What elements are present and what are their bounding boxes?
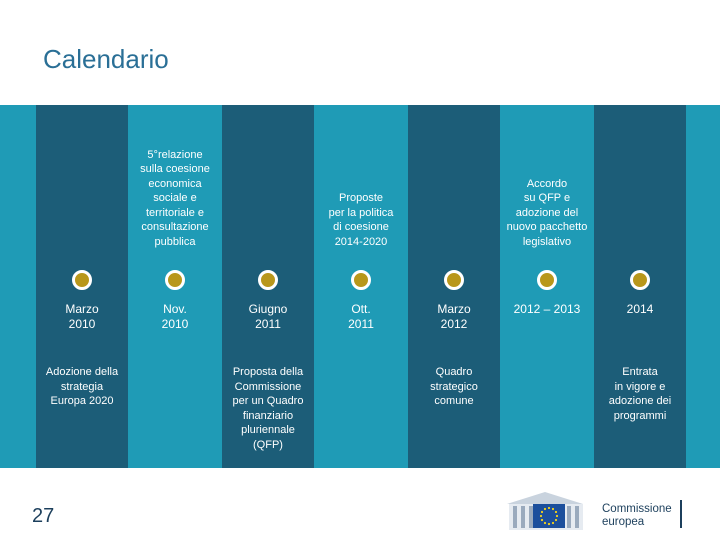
milestone-date: Giugno 2011 — [248, 302, 288, 331]
milestone-dot-icon — [258, 270, 278, 290]
milestone-bottom-text: Quadro strategico comune — [430, 366, 478, 407]
milestone-date: Marzo 2012 — [437, 302, 471, 331]
milestone-dot-icon — [72, 270, 92, 290]
timeline-column-1: Marzo 2010 Adozione della strategia Euro… — [36, 105, 128, 468]
logo-divider — [680, 500, 682, 528]
milestone-bottom-text: Proposta della Commissione per un Quadro… — [232, 366, 304, 451]
milestone-date: Marzo 2010 — [65, 302, 99, 331]
milestone-dot-icon — [630, 270, 650, 290]
milestone-bottom-text: Adozione della strategia Europa 2020 — [45, 366, 119, 407]
milestone-bottom-text: Entrata in vigore e adozione dei program… — [608, 366, 672, 422]
timeline-column-2: 5°relazione sulla coesione economica soc… — [129, 105, 221, 468]
milestone-dot-icon — [444, 270, 464, 290]
milestone-dot-icon — [165, 270, 185, 290]
milestone-top-text: Accordo su QFP e adozione del nuovo pacc… — [506, 177, 588, 248]
timeline-column-5: Marzo 2012 Quadro strategico comune — [408, 105, 500, 468]
timeline-column-4: Proposte per la politica di coesione 201… — [315, 105, 407, 468]
milestone-top-text: Proposte per la politica di coesione 201… — [328, 192, 394, 248]
timeline-column-6: Accordo su QFP e adozione del nuovo pacc… — [501, 105, 593, 468]
logo-text-line2: europea — [602, 516, 645, 528]
milestone-date: Nov. 2010 — [161, 302, 189, 331]
milestone-date: 2012 – 2013 — [513, 302, 581, 316]
milestone-dot-icon — [537, 270, 557, 290]
logo-text: Commissione europea — [602, 503, 672, 529]
milestone-date: 2014 — [626, 302, 654, 316]
european-commission-logo-icon — [507, 492, 583, 530]
milestone-date: Ott. 2011 — [348, 302, 374, 331]
timeline-column-3: Giugno 2011 Proposta della Commissione p… — [222, 105, 314, 468]
slide-title: Calendario — [43, 44, 169, 74]
logo-text-line1: Commissione — [602, 503, 672, 515]
page-number: 27 — [32, 505, 55, 527]
milestone-top-text: 5°relazione sulla coesione economica soc… — [140, 148, 210, 248]
milestone-dot-icon — [351, 270, 371, 290]
timeline-column-7: 2014 Entrata in vigore e adozione dei pr… — [594, 105, 686, 468]
